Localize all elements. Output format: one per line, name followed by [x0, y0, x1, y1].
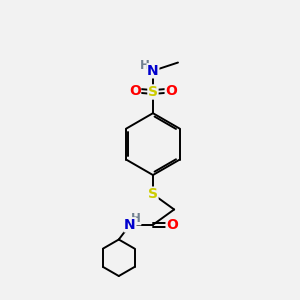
Text: N: N: [124, 218, 136, 232]
Text: O: O: [166, 218, 178, 232]
Text: O: O: [129, 83, 141, 98]
Text: H: H: [140, 59, 150, 72]
Text: N: N: [147, 64, 159, 78]
Text: S: S: [148, 85, 158, 99]
Text: S: S: [148, 187, 158, 201]
Text: O: O: [165, 83, 177, 98]
Text: H: H: [131, 212, 141, 225]
